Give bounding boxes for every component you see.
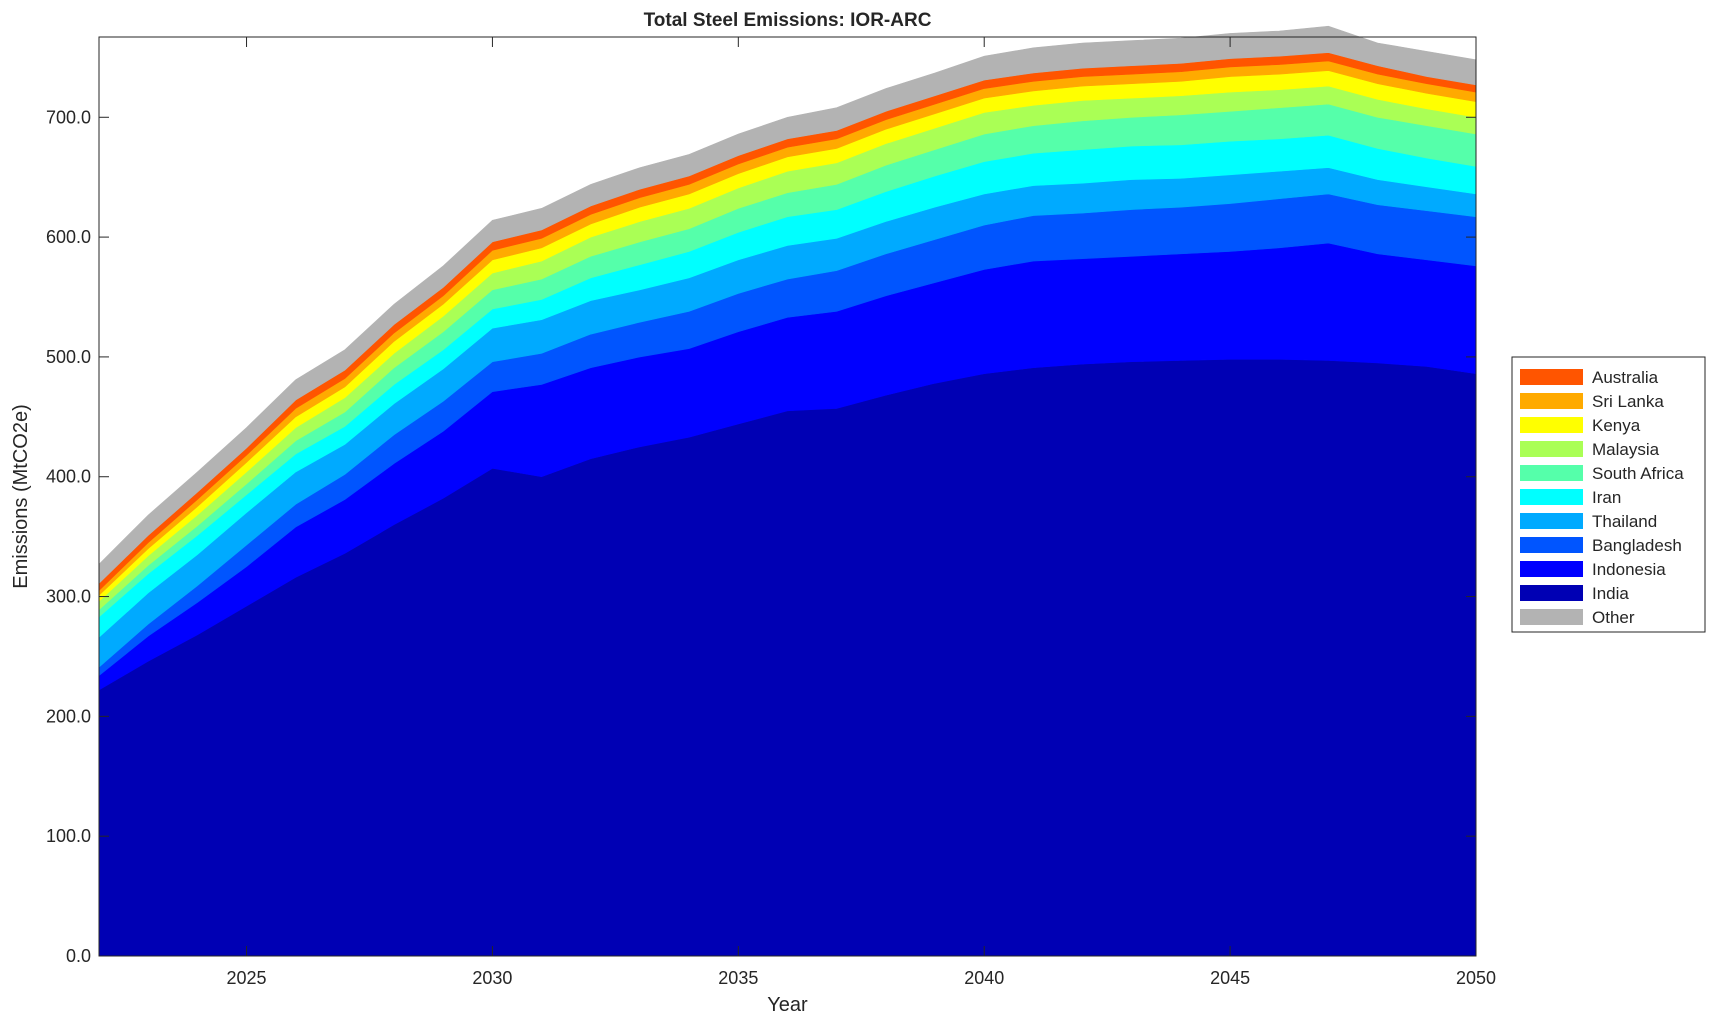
chart-title: Total Steel Emissions: IOR-ARC <box>644 10 932 31</box>
legend-items: Australia Sri Lanka Kenya Malaysia South Afr… <box>1520 368 1684 627</box>
legend-swatch-indonesia <box>1520 561 1583 577</box>
axes-layer <box>98 36 1477 957</box>
legend-swatch-bangladesh <box>1520 537 1583 553</box>
legend-label-south-africa: South Africa <box>1592 464 1684 483</box>
legend-swatch-sri-lanka <box>1520 393 1583 409</box>
legend-swatch-kenya <box>1520 417 1583 433</box>
x-tick-label: 2025 <box>227 968 267 988</box>
y-tick-label: 600.0 <box>46 227 91 247</box>
y-tick-label: 300.0 <box>46 587 91 607</box>
legend-swatch-south-africa <box>1520 465 1583 481</box>
legend-label-other: Other <box>1592 608 1635 627</box>
legend-swatch-iran <box>1520 489 1583 505</box>
legend-swatch-thailand <box>1520 513 1583 529</box>
y-tick-label: 100.0 <box>46 826 91 846</box>
legend-label-india: India <box>1592 584 1629 603</box>
x-tick-label: 2040 <box>964 968 1004 988</box>
plot-frame <box>98 36 1477 957</box>
areas-layer <box>98 25 1477 957</box>
x-tick-label: 2045 <box>1210 968 1250 988</box>
y-tick-label: 400.0 <box>46 467 91 487</box>
y-tick-label: 0.0 <box>66 946 91 966</box>
legend-label-bangladesh: Bangladesh <box>1592 536 1682 555</box>
x-tick-label: 2050 <box>1456 968 1496 988</box>
y-axis-label: Emissions (MtCO2e) <box>10 404 32 588</box>
x-tick-label: 2030 <box>472 968 512 988</box>
y-tick-label: 700.0 <box>46 107 91 127</box>
legend-label-kenya: Kenya <box>1592 416 1641 435</box>
y-ticks: 0.0 100.0 200.0 300.0 400.0 500.0 600.0 700.0 <box>46 107 1476 966</box>
legend-label-indonesia: Indonesia <box>1592 560 1666 579</box>
legend-swatch-other <box>1520 609 1583 625</box>
x-axis-label: Year <box>767 994 808 1016</box>
legend-swatch-india <box>1520 585 1583 601</box>
x-tick-label: 2035 <box>718 968 758 988</box>
legend-swatch-australia <box>1520 369 1583 385</box>
legend-label-australia: Australia <box>1592 368 1659 387</box>
legend-label-malaysia: Malaysia <box>1592 440 1660 459</box>
y-tick-label: 500.0 <box>46 347 91 367</box>
legend-label-iran: Iran <box>1592 488 1621 507</box>
legend-label-sri-lanka: Sri Lanka <box>1592 392 1664 411</box>
legend-label-thailand: Thailand <box>1592 512 1657 531</box>
legend-swatch-malaysia <box>1520 441 1583 457</box>
legend: Australia Sri Lanka Kenya Malaysia South Afr… <box>1511 356 1706 633</box>
y-tick-label: 200.0 <box>46 706 91 726</box>
x-ticks: 2025 2030 2035 2040 2045 2050 <box>227 37 1496 988</box>
